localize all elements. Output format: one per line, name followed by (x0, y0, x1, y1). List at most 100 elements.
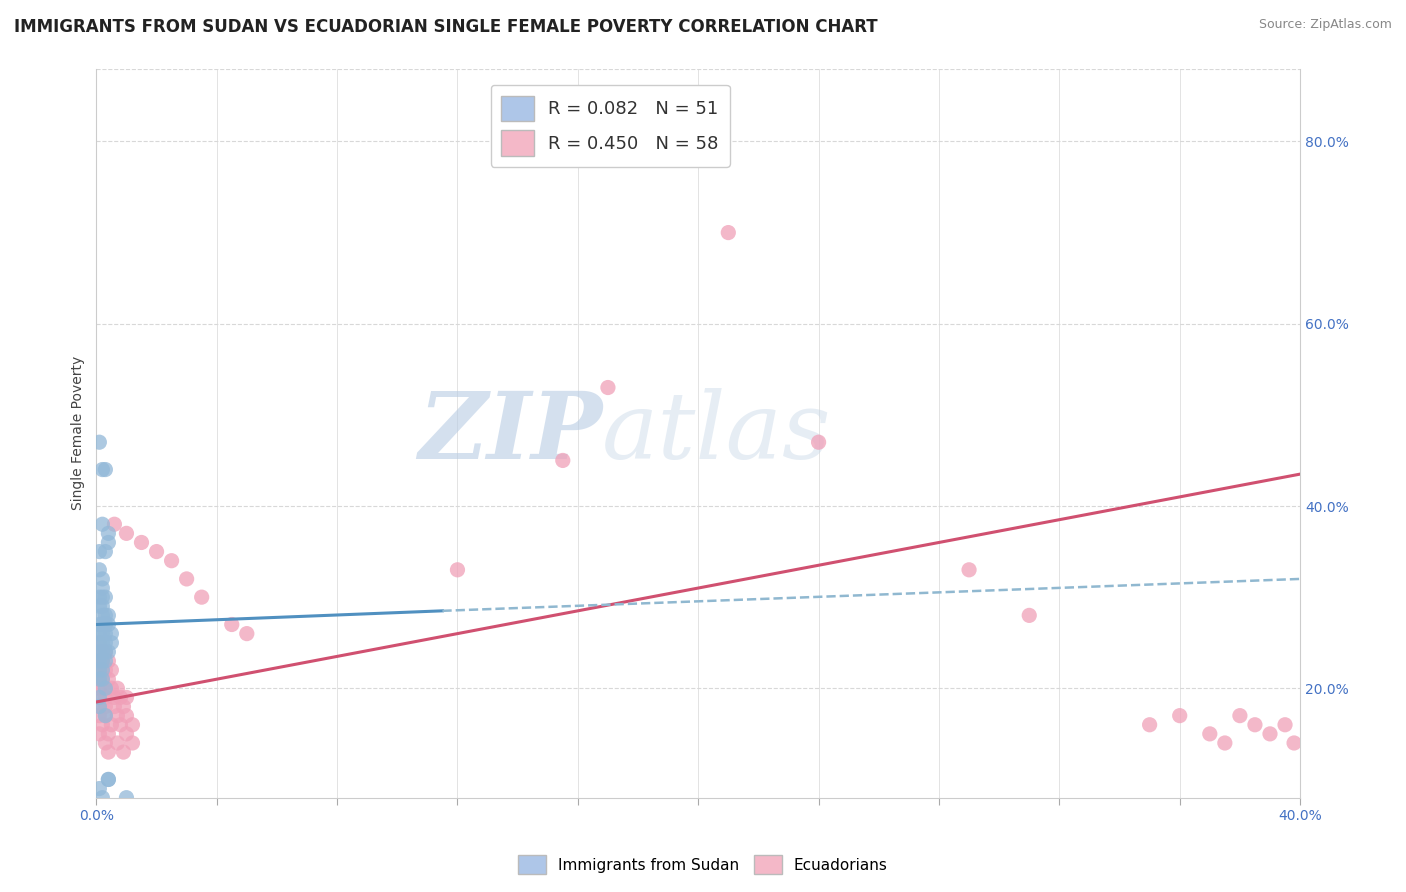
Text: atlas: atlas (602, 388, 831, 478)
Point (103, 690, 125, 705)
Point (97, 535, 120, 549)
Point (97, 617, 120, 632)
Point (100, 626, 122, 640)
Point (91, 517, 114, 532)
Point (103, 517, 125, 532)
Point (160, 554, 183, 568)
Point (89, 654, 111, 668)
Point (97, 654, 120, 668)
Point (89, 663, 111, 677)
Point (94, 590, 117, 604)
Legend: R = 0.082   N = 51, R = 0.450   N = 58: R = 0.082 N = 51, R = 0.450 N = 58 (491, 85, 730, 167)
Point (91, 672, 114, 686)
Point (94, 681, 117, 696)
Point (97, 772, 120, 787)
Point (91, 654, 114, 668)
Point (110, 690, 132, 705)
Point (107, 736, 129, 750)
Point (91, 617, 114, 632)
Point (94, 645, 117, 659)
Point (97, 727, 120, 741)
Point (94, 462, 117, 476)
Point (94, 608, 117, 623)
Point (596, 380, 619, 394)
Point (89, 681, 111, 696)
Point (89, 636, 111, 650)
Point (94, 699, 117, 714)
Point (97, 645, 120, 659)
Point (94, 617, 117, 632)
Point (91, 681, 114, 696)
Point (1168, 708, 1191, 723)
Point (89, 781, 111, 796)
Point (89, 727, 111, 741)
Point (91, 718, 114, 732)
Text: ZIP: ZIP (418, 388, 602, 478)
Point (89, 690, 111, 705)
Point (89, 544, 111, 558)
Point (94, 636, 117, 650)
Point (91, 654, 114, 668)
Legend: Immigrants from Sudan, Ecuadorians: Immigrants from Sudan, Ecuadorians (512, 849, 894, 880)
Point (91, 663, 114, 677)
Point (1258, 727, 1281, 741)
Point (89, 654, 111, 668)
Point (957, 563, 980, 577)
Point (107, 681, 129, 696)
Point (717, 226, 740, 240)
Point (115, 790, 138, 805)
Point (91, 572, 114, 586)
Point (91, 672, 114, 686)
Point (131, 535, 153, 549)
Point (190, 590, 212, 604)
Point (1274, 718, 1296, 732)
Point (112, 745, 135, 759)
Point (446, 563, 468, 577)
Point (89, 672, 111, 686)
Point (89, 599, 111, 614)
Point (551, 453, 574, 467)
Point (89, 590, 111, 604)
Point (91, 645, 114, 659)
Point (121, 736, 143, 750)
Point (1198, 727, 1220, 741)
Point (91, 636, 114, 650)
Point (91, 645, 114, 659)
Point (94, 708, 117, 723)
Point (89, 636, 111, 650)
Point (107, 708, 129, 723)
Point (112, 699, 135, 714)
Point (1018, 608, 1040, 623)
Point (236, 626, 259, 640)
Point (1282, 736, 1305, 750)
Point (115, 526, 138, 541)
Point (100, 636, 122, 650)
Point (94, 645, 117, 659)
Text: IMMIGRANTS FROM SUDAN VS ECUADORIAN SINGLE FEMALE POVERTY CORRELATION CHART: IMMIGRANTS FROM SUDAN VS ECUADORIAN SING… (14, 18, 877, 36)
Point (89, 435, 111, 450)
Y-axis label: Single Female Poverty: Single Female Poverty (72, 356, 86, 510)
Point (91, 581, 114, 595)
Point (91, 626, 114, 640)
Point (94, 654, 117, 668)
Point (1213, 736, 1236, 750)
Point (176, 572, 198, 586)
Point (100, 681, 122, 696)
Point (94, 690, 117, 705)
Point (89, 617, 111, 632)
Point (94, 544, 117, 558)
Point (89, 699, 111, 714)
Point (115, 690, 138, 705)
Point (807, 435, 830, 450)
Point (94, 708, 117, 723)
Point (1244, 718, 1267, 732)
Point (115, 727, 138, 741)
Point (91, 608, 114, 623)
Point (1229, 708, 1251, 723)
Point (103, 699, 125, 714)
Point (121, 718, 143, 732)
Point (97, 672, 120, 686)
Point (89, 645, 111, 659)
Point (97, 608, 120, 623)
Point (94, 736, 117, 750)
